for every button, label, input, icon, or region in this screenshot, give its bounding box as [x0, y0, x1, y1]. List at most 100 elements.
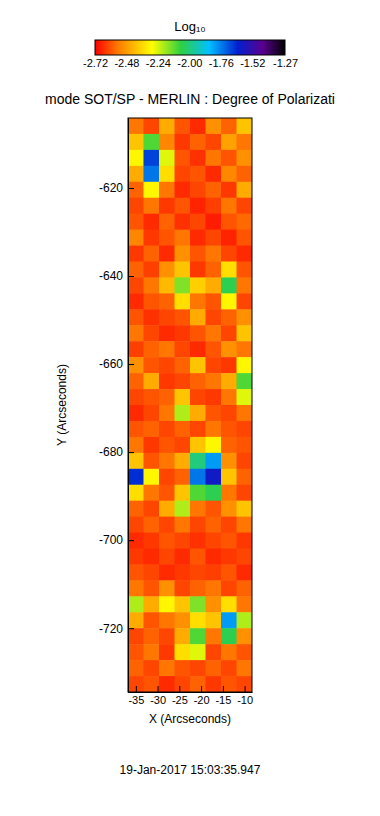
heatmap-cell [190, 230, 206, 246]
heatmap-cell [128, 293, 144, 309]
heatmap-cell [128, 533, 144, 549]
heatmap-cell [221, 517, 237, 533]
colorbar-axis: -2.72-2.48-2.24-2.00-1.76-1.52-1.27 [83, 55, 298, 69]
heatmap-cell [175, 485, 191, 501]
heatmap-cell [190, 628, 206, 644]
x-tick: -10 [237, 686, 253, 706]
heatmap-cell [143, 421, 159, 437]
heatmap-cell [159, 389, 175, 405]
heatmap-cell [237, 230, 252, 246]
x-tick: -20 [194, 686, 210, 706]
y-tick-mark [128, 188, 134, 189]
heatmap-cell [190, 246, 206, 262]
heatmap-cell [221, 198, 237, 214]
heatmap-cell [143, 469, 159, 485]
heatmap-cell [175, 564, 191, 580]
heatmap-cell [237, 293, 252, 309]
x-axis-line [129, 692, 253, 693]
heatmap-cell [128, 134, 144, 150]
heatmap-cell [221, 660, 237, 676]
heatmap-cell [143, 533, 159, 549]
heatmap-cell [190, 421, 206, 437]
y-tick: -720 [99, 622, 134, 636]
heatmap-cell [221, 246, 237, 262]
heatmap-cell [221, 182, 237, 198]
heatmap-cell [175, 405, 191, 421]
heatmap-cell [221, 549, 237, 565]
heatmap-cell [143, 580, 159, 596]
heatmap-cell [221, 230, 237, 246]
colorbar-tick-label: -1.27 [273, 57, 298, 69]
heatmap-cell [237, 421, 252, 437]
heatmap-cell [205, 437, 221, 453]
colorbar-tick: -2.00 [177, 55, 202, 69]
y-tick: -700 [99, 533, 134, 547]
heatmap-cell [221, 564, 237, 580]
heatmap-cell [128, 214, 144, 230]
heatmap-cell [159, 182, 175, 198]
y-tick-label: -640 [99, 269, 123, 283]
heatmap-cell [175, 166, 191, 182]
heatmap-cell [221, 533, 237, 549]
heatmap-cell [237, 166, 252, 182]
heatmap-cell [205, 134, 221, 150]
x-tick-label: -10 [237, 694, 253, 706]
heatmap-cell [159, 150, 175, 166]
heatmap-cell [175, 134, 191, 150]
heatmap-cell [205, 453, 221, 469]
heatmap-cell [128, 373, 144, 389]
heatmap-cell [128, 325, 144, 341]
heatmap-cell [175, 421, 191, 437]
heatmap-cell [190, 166, 206, 182]
heatmap-cell [128, 230, 144, 246]
heatmap-cell [205, 533, 221, 549]
heatmap-cell [221, 485, 237, 501]
chart: Log₁₀ -2.72-2.48-2.24-2.00-1.76-1.52-1.27… [0, 0, 380, 816]
heatmap-cell [190, 118, 206, 134]
heatmap [128, 118, 252, 692]
heatmap-cell [159, 293, 175, 309]
heatmap-cell [159, 357, 175, 373]
heatmap-cell [237, 325, 252, 341]
heatmap-cell [237, 277, 252, 293]
heatmap-cell [237, 198, 252, 214]
heatmap-cell [143, 309, 159, 325]
heatmap-cell [128, 389, 144, 405]
heatmap-cell [221, 501, 237, 517]
heatmap-cell [237, 118, 252, 134]
y-tick: -640 [99, 269, 134, 283]
heatmap-cell [221, 612, 237, 628]
heatmap-cell [143, 293, 159, 309]
heatmap-cell [237, 389, 252, 405]
heatmap-cell [175, 628, 191, 644]
x-axis: -35-30-25-20-15-10 [128, 686, 253, 706]
heatmap-cell [128, 485, 144, 501]
x-tick: -25 [172, 686, 188, 706]
heatmap-cell [205, 246, 221, 262]
heatmap-cell [175, 198, 191, 214]
heatmap-cell [128, 166, 144, 182]
x-tick: -15 [215, 686, 231, 706]
heatmap-cell [237, 501, 252, 517]
heatmap-cell [237, 517, 252, 533]
heatmap-cell [128, 309, 144, 325]
heatmap-cell [143, 676, 159, 692]
heatmap-cell [159, 453, 175, 469]
heatmap-cell [190, 373, 206, 389]
heatmap-cell [128, 517, 144, 533]
heatmap-cell [190, 277, 206, 293]
y-axis-line [128, 119, 129, 693]
y-tick-label: -660 [99, 357, 123, 371]
heatmap-cell [159, 262, 175, 278]
heatmap-cell [143, 453, 159, 469]
heatmap-cell [221, 309, 237, 325]
heatmap-cell [237, 660, 252, 676]
x-tick-label: -30 [150, 694, 166, 706]
heatmap-cell [175, 501, 191, 517]
heatmap-cell [237, 453, 252, 469]
heatmap-cell [221, 150, 237, 166]
colorbar-label: Log₁₀ [174, 19, 205, 34]
heatmap-cell [128, 596, 144, 612]
heatmap-cell [143, 357, 159, 373]
heatmap-cell [128, 118, 144, 134]
